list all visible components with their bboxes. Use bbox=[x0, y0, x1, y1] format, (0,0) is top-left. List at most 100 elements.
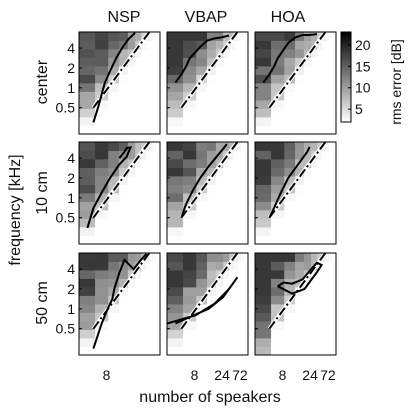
heatmap-cell bbox=[196, 338, 208, 347]
heatmap-cell bbox=[303, 167, 312, 177]
heatmap-cell bbox=[311, 227, 318, 236]
heatmap-cell bbox=[329, 40, 333, 50]
heatmap-cell bbox=[255, 125, 272, 135]
heatmap-cell bbox=[127, 184, 136, 194]
heatmap-cell bbox=[271, 235, 285, 245]
heatmap-cell bbox=[322, 100, 327, 109]
heatmap-cell bbox=[95, 218, 109, 228]
heatmap-cell bbox=[234, 210, 239, 219]
heatmap-cell bbox=[238, 125, 242, 135]
heatmap-cell bbox=[334, 91, 337, 101]
heatmap-cell bbox=[329, 278, 333, 288]
heatmap-cell bbox=[238, 176, 242, 185]
heatmap-cell bbox=[311, 100, 318, 109]
heatmap-cell bbox=[155, 201, 159, 211]
heatmap-cell bbox=[141, 321, 147, 330]
heatmap-cell bbox=[234, 329, 239, 339]
heatmap-cell bbox=[331, 74, 335, 84]
heatmap-cell bbox=[146, 57, 151, 67]
heatmap-cell bbox=[223, 125, 230, 135]
heatmap-cell bbox=[95, 176, 109, 185]
heatmap-cell bbox=[238, 150, 242, 160]
y-tick-label: 0.5 bbox=[56, 210, 76, 226]
heatmap-cell bbox=[329, 91, 333, 101]
heatmap-cell bbox=[95, 184, 109, 194]
heatmap-cell bbox=[229, 193, 235, 202]
heatmap-cell bbox=[322, 66, 327, 75]
heatmap-cell bbox=[331, 235, 335, 245]
heatmap-cell bbox=[331, 201, 335, 211]
heatmap-cell bbox=[150, 278, 154, 288]
heatmap-cell bbox=[79, 66, 96, 75]
heatmap-cell bbox=[196, 312, 208, 322]
heatmap-cell bbox=[141, 176, 147, 185]
heatmap-cell bbox=[153, 40, 157, 50]
heatmap-cell bbox=[241, 66, 245, 75]
heatmap-cell bbox=[243, 193, 247, 202]
heatmap-cell bbox=[95, 66, 109, 75]
heatmap-cell bbox=[95, 100, 109, 109]
heatmap-cell bbox=[155, 210, 159, 219]
heatmap-cell bbox=[150, 321, 154, 330]
heatmap-cell bbox=[153, 235, 157, 245]
heatmap-cell bbox=[234, 150, 239, 160]
heatmap-cell bbox=[135, 312, 142, 322]
heatmap-cell bbox=[135, 295, 142, 305]
heatmap-cell bbox=[303, 287, 312, 296]
heatmap-cell bbox=[108, 83, 120, 92]
heatmap-cell bbox=[119, 83, 129, 92]
heatmap-cell bbox=[135, 100, 142, 109]
aliasing-line bbox=[92, 31, 151, 109]
heatmap-cell bbox=[284, 108, 296, 118]
heatmap-cell bbox=[127, 253, 136, 262]
heatmap-cell bbox=[79, 49, 96, 58]
heatmap-cell bbox=[234, 338, 239, 347]
heatmap-cell bbox=[243, 167, 247, 177]
heatmap-cell bbox=[127, 150, 136, 160]
heatmap-cell bbox=[119, 167, 129, 177]
heatmap-cell bbox=[153, 159, 157, 168]
heatmap-cell bbox=[229, 57, 235, 67]
heatmap-cell bbox=[155, 278, 159, 288]
heatmap-cell bbox=[150, 100, 154, 109]
heatmap-cell bbox=[183, 253, 197, 262]
heatmap-cell bbox=[334, 176, 337, 185]
heatmap-cell bbox=[284, 100, 296, 109]
heatmap-cell bbox=[150, 117, 154, 126]
heatmap-cell bbox=[196, 125, 208, 135]
y-tick-label: 1 bbox=[67, 80, 75, 96]
heatmap-cell bbox=[79, 32, 96, 41]
heatmap-cell bbox=[141, 184, 147, 194]
heatmap-cell bbox=[150, 210, 154, 219]
heatmap-cell bbox=[234, 49, 239, 58]
heatmap-cell bbox=[311, 304, 318, 313]
heatmap-cell bbox=[207, 295, 217, 305]
y-tick-label: 0.5 bbox=[56, 321, 76, 337]
heatmap-cell bbox=[255, 287, 272, 296]
heatmap-cell bbox=[334, 159, 337, 168]
heatmap-cell bbox=[243, 270, 247, 279]
heatmap-cell bbox=[334, 329, 337, 339]
heatmap-cell bbox=[183, 167, 197, 177]
heatmap-cell bbox=[326, 167, 330, 177]
heatmap-cell bbox=[95, 57, 109, 67]
heatmap-cell bbox=[326, 287, 330, 296]
heatmap-cell bbox=[311, 346, 318, 356]
heatmap-cell bbox=[311, 312, 318, 322]
heatmap-cell bbox=[255, 176, 272, 185]
heatmap-cell bbox=[215, 218, 224, 228]
heatmap-cell bbox=[183, 150, 197, 160]
heatmap-cell bbox=[158, 117, 161, 126]
panel-nsp-50cm bbox=[78, 251, 161, 356]
heatmap-cell bbox=[119, 74, 129, 84]
heatmap-cell bbox=[158, 142, 161, 151]
heatmap-cell bbox=[303, 235, 312, 245]
heatmap-cell bbox=[241, 100, 245, 109]
heatmap-cell bbox=[155, 338, 159, 347]
heatmap-cell bbox=[141, 66, 147, 75]
heatmap-cell bbox=[326, 91, 330, 101]
heatmap-cell bbox=[158, 108, 161, 118]
heatmap-cell bbox=[167, 100, 184, 109]
heatmap-cell bbox=[153, 270, 157, 279]
heatmap-cell bbox=[207, 83, 217, 92]
